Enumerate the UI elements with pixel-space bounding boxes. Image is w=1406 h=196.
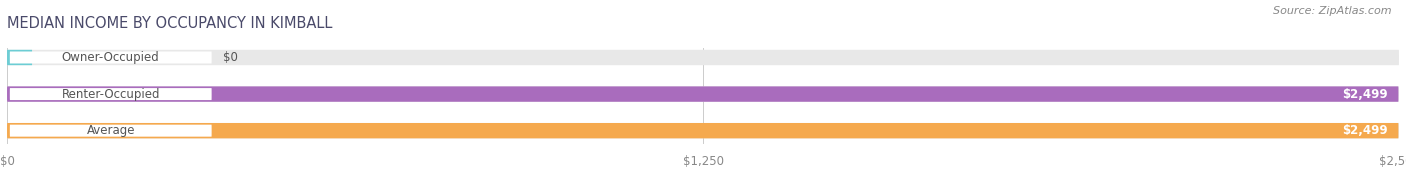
FancyBboxPatch shape <box>10 88 212 100</box>
FancyBboxPatch shape <box>7 123 1399 138</box>
FancyBboxPatch shape <box>7 123 1399 138</box>
FancyBboxPatch shape <box>10 125 212 137</box>
FancyBboxPatch shape <box>7 86 1399 102</box>
FancyBboxPatch shape <box>7 50 1399 65</box>
Text: Source: ZipAtlas.com: Source: ZipAtlas.com <box>1274 6 1392 16</box>
Text: $0: $0 <box>222 51 238 64</box>
FancyBboxPatch shape <box>7 50 32 65</box>
Text: Owner-Occupied: Owner-Occupied <box>62 51 160 64</box>
Text: $2,499: $2,499 <box>1341 124 1388 137</box>
Text: Renter-Occupied: Renter-Occupied <box>62 88 160 101</box>
FancyBboxPatch shape <box>10 52 212 64</box>
Text: $2,499: $2,499 <box>1341 88 1388 101</box>
Text: MEDIAN INCOME BY OCCUPANCY IN KIMBALL: MEDIAN INCOME BY OCCUPANCY IN KIMBALL <box>7 16 332 31</box>
FancyBboxPatch shape <box>7 86 1399 102</box>
Text: Average: Average <box>87 124 135 137</box>
